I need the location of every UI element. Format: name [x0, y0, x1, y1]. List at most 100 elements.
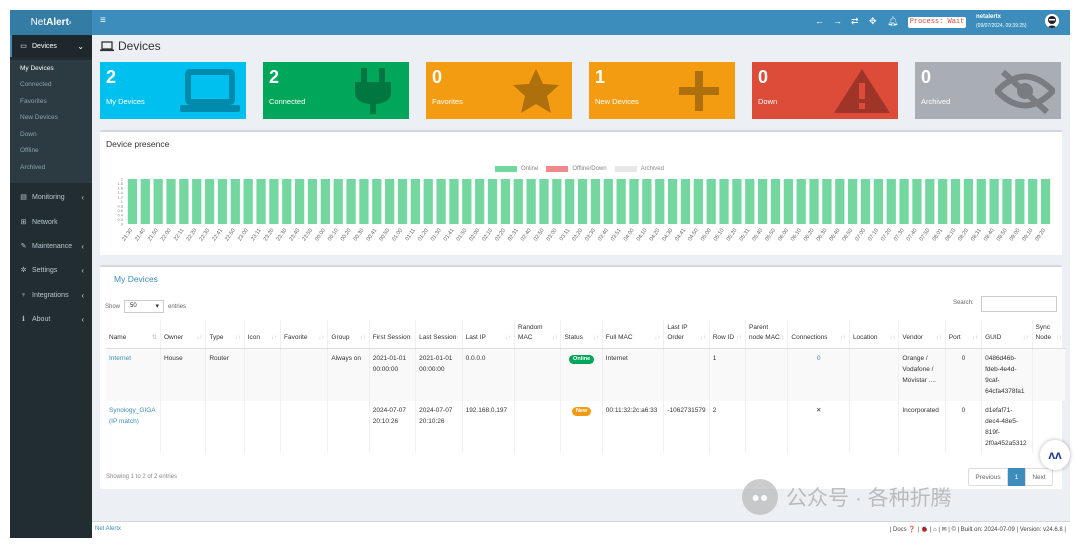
presence-bar[interactable] [140, 179, 150, 224]
presence-bar[interactable] [590, 179, 601, 224]
presence-bar[interactable] [436, 179, 446, 224]
presence-bar[interactable] [1015, 179, 1025, 224]
column-header[interactable]: Status ↓↑ [560, 320, 603, 349]
presence-bar[interactable] [912, 179, 922, 224]
column-header[interactable]: Parent node MAC ↓↑ [745, 320, 789, 349]
legend-online[interactable]: Online [495, 166, 538, 172]
presence-bar[interactable] [577, 179, 588, 224]
column-header[interactable]: Vendor ↓↑ [898, 320, 946, 349]
presence-bar[interactable] [269, 179, 279, 224]
tile-archived[interactable]: 0 Archived [915, 62, 1061, 119]
presence-bar[interactable] [359, 179, 369, 224]
refresh-icon[interactable]: ⇄ [851, 16, 859, 26]
presence-bar[interactable] [153, 179, 163, 224]
presence-bar[interactable] [372, 179, 382, 224]
presence-bar[interactable] [706, 179, 716, 224]
presence-bar[interactable] [848, 179, 858, 224]
presence-bar[interactable] [796, 179, 806, 224]
presence-bar[interactable] [989, 179, 999, 224]
presence-bar[interactable] [950, 179, 961, 224]
sidebar-item-monitoring[interactable]: ▤ Monitoring ‹ [10, 186, 92, 208]
presence-bar[interactable] [346, 179, 356, 224]
presence-bar[interactable] [204, 179, 215, 224]
presence-bar[interactable] [963, 179, 974, 224]
column-header[interactable]: Type ↓↑ [205, 320, 245, 349]
presence-bar[interactable] [320, 179, 330, 224]
bell-icon[interactable]: 🔔︎ [887, 16, 899, 26]
presence-bar[interactable] [166, 179, 176, 224]
column-header[interactable]: Port ↓↑ [945, 320, 983, 349]
presence-bar[interactable] [757, 179, 768, 224]
presence-bar[interactable] [822, 179, 832, 224]
legend-archived[interactable]: Archived [614, 166, 664, 172]
presence-bar[interactable] [925, 179, 935, 224]
presence-bar[interactable] [526, 179, 536, 224]
presence-bar[interactable] [179, 179, 189, 224]
presence-bar[interactable] [719, 179, 729, 224]
presence-bar[interactable] [475, 179, 485, 224]
presence-bar[interactable] [127, 179, 138, 224]
presence-bar[interactable] [616, 179, 626, 224]
column-header[interactable]: Last IP ↓↑ [462, 320, 516, 349]
presence-bar[interactable] [642, 179, 652, 224]
presence-bar[interactable] [873, 179, 884, 224]
presence-bar[interactable] [282, 179, 292, 224]
presence-bar[interactable] [410, 179, 421, 224]
column-header[interactable]: Row ID ↓↑ [709, 320, 747, 349]
column-header[interactable]: Name ⇅ [106, 320, 161, 349]
presence-bar[interactable] [732, 179, 742, 224]
next-button[interactable]: Next [1025, 468, 1053, 486]
arrow-left-icon[interactable]: ← [815, 16, 824, 26]
presence-bar[interactable] [860, 179, 871, 224]
page-length-select[interactable]: 50 [124, 300, 165, 313]
presence-bar[interactable] [655, 179, 665, 224]
presence-bar[interactable] [307, 179, 318, 224]
app-logo[interactable]: Net Alert x [10, 10, 92, 35]
presence-bar[interactable] [603, 179, 613, 224]
presence-bar[interactable] [976, 179, 986, 224]
tile-new-devices[interactable]: 1 New Devices [589, 62, 735, 119]
presence-bar[interactable] [1028, 179, 1038, 224]
device-name-link[interactable]: Internet [106, 348, 161, 401]
presence-bar[interactable] [385, 179, 395, 224]
presence-bar[interactable] [539, 179, 549, 224]
presence-bar[interactable] [462, 179, 472, 224]
sidebar-item-devices[interactable]: ▭ Devices ⌄ [10, 35, 92, 57]
column-header[interactable]: Random MAC ↓↑ [514, 320, 562, 349]
presence-bar[interactable] [783, 179, 793, 224]
presence-bar[interactable] [899, 179, 909, 224]
floating-logo-button[interactable]: ʌʌ [1040, 440, 1070, 470]
table-row[interactable]: Internet House Router Always on 2021-01-01 0… [106, 348, 1067, 401]
sidebar-item-about[interactable]: ℹ About ‹ [10, 308, 92, 330]
user-name[interactable]: netalertx [976, 14, 1002, 20]
column-header[interactable]: Favorite ↓↑ [280, 320, 329, 349]
sidebar-item-maintenance[interactable]: ✎ Maintenance ‹ [10, 235, 92, 257]
sidebar-sub-new-devices[interactable]: New Devices [20, 114, 58, 121]
legend-offline[interactable]: Offline/Down [546, 166, 607, 172]
previous-button[interactable]: Previous [968, 468, 1008, 486]
presence-bar[interactable] [449, 179, 459, 224]
presence-bar[interactable] [397, 179, 408, 224]
column-header[interactable]: Connections ↓↑ [787, 320, 850, 349]
device-name-link[interactable]: Synology_GIGA (IP match) [106, 401, 161, 453]
sidebar-sub-favorites[interactable]: Favorites [20, 98, 47, 105]
presence-bar[interactable] [693, 179, 703, 224]
move-icon[interactable]: ✥ [869, 16, 877, 26]
tile-down[interactable]: 0 Down [752, 62, 898, 119]
presence-bar[interactable] [770, 179, 781, 224]
tile-favorites[interactable]: 0 Favorites [426, 62, 572, 119]
column-header[interactable]: Last IP Order ↓↑ [663, 320, 710, 349]
presence-bar[interactable] [256, 179, 266, 224]
footer-brand[interactable]: Net Alertx [95, 526, 122, 532]
page-1-button[interactable]: 1 [1008, 468, 1025, 486]
presence-bar[interactable] [243, 179, 253, 224]
column-header[interactable]: GUID ↓↑ [981, 320, 1033, 349]
sidebar-sub-offline[interactable]: Offline [20, 147, 39, 154]
column-header[interactable]: Full MAC ↓↑ [602, 320, 665, 349]
presence-bar[interactable] [217, 179, 228, 224]
hamburger-icon[interactable]: ≡ [100, 15, 106, 26]
tile-my-devices[interactable]: 2 My Devices [100, 62, 246, 119]
sidebar-item-network[interactable]: ⊞ Network [10, 211, 92, 233]
sidebar-item-settings[interactable]: ✲ Settings ‹ [10, 259, 92, 281]
presence-bar[interactable] [500, 179, 511, 224]
